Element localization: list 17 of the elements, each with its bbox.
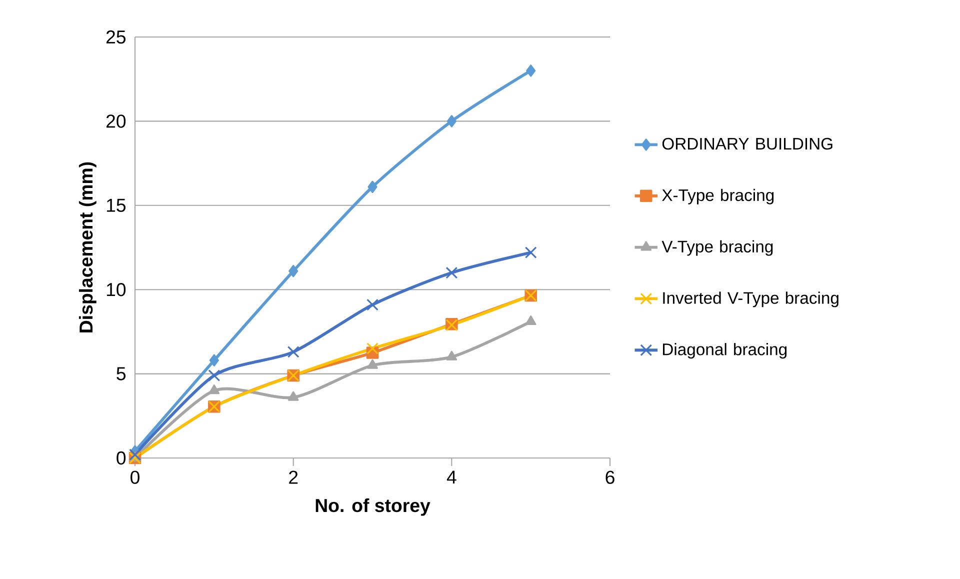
legend-label: V-Type bracing bbox=[662, 240, 773, 256]
y-tick-label: 25 bbox=[106, 30, 126, 44]
y-tick-label: 10 bbox=[106, 282, 126, 296]
legend-label: Inverted V-Type bracing bbox=[663, 292, 838, 308]
legend-label: X-Type bracing bbox=[662, 188, 774, 204]
x-tick-label: 0 bbox=[130, 470, 140, 484]
y-tick-label: 20 bbox=[106, 114, 126, 128]
y-tick-label: 0 bbox=[116, 451, 126, 465]
x-tick-label: 2 bbox=[289, 470, 298, 484]
legend-label: ORDINARY BUILDING bbox=[662, 138, 832, 150]
legend-label: Diagonal bracing bbox=[662, 343, 787, 359]
x-tick-label: 4 bbox=[446, 470, 456, 484]
y-axis-title: Displacement (mm) bbox=[78, 162, 96, 332]
x-axis-title: No. of storey bbox=[316, 498, 430, 516]
y-tick-label: 5 bbox=[116, 367, 126, 380]
x-tick-label: 6 bbox=[606, 470, 614, 484]
y-tick-label: 15 bbox=[106, 198, 126, 212]
